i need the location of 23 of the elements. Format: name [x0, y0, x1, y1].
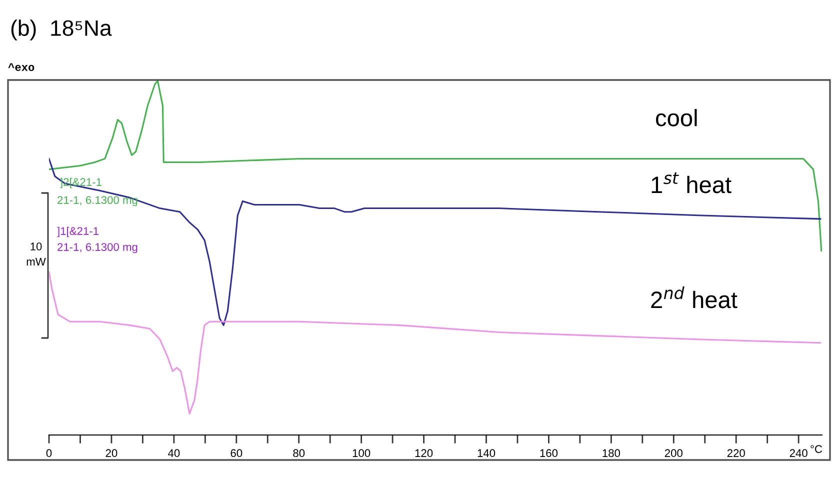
- x-axis-title: °C: [810, 445, 822, 453]
- x-tick-label: 60: [230, 449, 242, 458]
- x-tick-label: 200: [664, 449, 682, 458]
- x-tick-label: 220: [727, 449, 745, 458]
- series-label: cool: [656, 108, 697, 126]
- annotation: 21-1, 6.1300 mg: [58, 243, 138, 254]
- x-tick-label: 80: [293, 449, 305, 458]
- x-tick-label: 120: [415, 449, 433, 458]
- series-label: 2$^{nd}$ heat: [651, 286, 738, 308]
- series-label: 1$^{st}$ heat: [652, 172, 732, 194]
- chart-title: (b) 18⁵Na: [11, 20, 112, 40]
- text: ^exo: [8, 63, 34, 71]
- x-tick-label: 180: [602, 449, 620, 458]
- text: 10 mW: [26, 242, 46, 266]
- x-tick-label: 140: [478, 449, 496, 458]
- x-tick-label: 160: [540, 449, 558, 458]
- x-tick-label: 100: [352, 449, 370, 458]
- annotation: ]1[&21-1: [57, 226, 98, 238]
- x-tick-label: 40: [168, 449, 180, 458]
- x-tick-label: 240: [790, 449, 808, 458]
- x-tick-label: 0: [46, 449, 52, 458]
- x-tick-label: 20: [106, 449, 118, 458]
- annotation: 21-1, 6.1300 mg: [58, 196, 138, 206]
